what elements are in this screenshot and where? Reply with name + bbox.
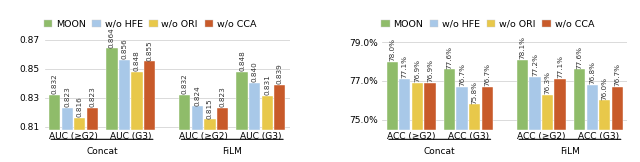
Bar bbox=[192, 106, 203, 130]
Text: 75.8%: 75.8% bbox=[472, 81, 477, 104]
Bar bbox=[412, 83, 423, 130]
Bar bbox=[144, 61, 155, 130]
Text: 76.7%: 76.7% bbox=[484, 63, 490, 86]
Text: 0.816: 0.816 bbox=[77, 96, 83, 117]
Text: 76.9%: 76.9% bbox=[414, 59, 420, 82]
Text: 76.3%: 76.3% bbox=[545, 71, 550, 94]
Text: 0.839: 0.839 bbox=[276, 63, 283, 84]
Bar bbox=[106, 48, 118, 130]
Text: FiLM: FiLM bbox=[560, 147, 580, 156]
Text: 0.832: 0.832 bbox=[52, 73, 58, 94]
Text: 0.864: 0.864 bbox=[109, 27, 115, 48]
Text: Concat: Concat bbox=[424, 147, 456, 156]
Text: FiLM: FiLM bbox=[222, 147, 242, 156]
Text: 0.840: 0.840 bbox=[252, 62, 258, 82]
Text: 77.2%: 77.2% bbox=[532, 53, 538, 76]
Text: 76.9%: 76.9% bbox=[427, 59, 433, 82]
Text: 78.0%: 78.0% bbox=[389, 38, 396, 61]
Bar bbox=[554, 79, 566, 130]
Bar bbox=[424, 83, 436, 130]
Text: 0.823: 0.823 bbox=[89, 86, 95, 107]
Bar bbox=[204, 119, 216, 130]
Bar bbox=[49, 95, 60, 130]
Text: 0.815: 0.815 bbox=[207, 98, 213, 119]
Bar bbox=[542, 95, 553, 130]
Bar bbox=[529, 77, 541, 130]
Bar bbox=[387, 62, 398, 130]
Bar bbox=[599, 100, 611, 130]
Text: 0.848: 0.848 bbox=[134, 50, 140, 71]
Text: 78.1%: 78.1% bbox=[520, 36, 525, 59]
Text: 77.1%: 77.1% bbox=[402, 55, 408, 78]
Bar bbox=[587, 85, 598, 130]
Bar bbox=[236, 72, 248, 130]
Text: 76.8%: 76.8% bbox=[589, 61, 595, 84]
Bar bbox=[74, 118, 85, 130]
Bar bbox=[612, 87, 623, 130]
Text: 0.823: 0.823 bbox=[220, 86, 225, 107]
Text: 0.856: 0.856 bbox=[122, 38, 127, 59]
Bar bbox=[86, 108, 98, 130]
Text: 76.7%: 76.7% bbox=[614, 63, 620, 86]
Bar bbox=[274, 85, 285, 130]
Bar bbox=[444, 69, 455, 130]
Bar bbox=[179, 95, 191, 130]
Bar bbox=[517, 60, 528, 130]
Bar bbox=[217, 108, 228, 130]
Text: 76.0%: 76.0% bbox=[602, 77, 608, 100]
Text: 77.6%: 77.6% bbox=[577, 46, 583, 69]
Bar bbox=[119, 60, 130, 130]
Text: 0.824: 0.824 bbox=[195, 85, 200, 106]
Text: 0.848: 0.848 bbox=[239, 50, 245, 71]
Text: 77.1%: 77.1% bbox=[557, 55, 563, 78]
Text: 76.7%: 76.7% bbox=[459, 63, 465, 86]
Legend: MOON, w/o HFE, w/o ORI, w/o CCA: MOON, w/o HFE, w/o ORI, w/o CCA bbox=[378, 16, 598, 32]
Bar bbox=[574, 69, 586, 130]
Bar bbox=[469, 104, 480, 130]
Bar bbox=[456, 87, 468, 130]
Bar bbox=[399, 79, 410, 130]
Text: 77.6%: 77.6% bbox=[447, 46, 452, 69]
Text: 0.832: 0.832 bbox=[182, 73, 188, 94]
Text: 0.855: 0.855 bbox=[147, 40, 152, 61]
Bar bbox=[262, 96, 273, 130]
Text: 0.823: 0.823 bbox=[64, 86, 70, 107]
Bar bbox=[131, 72, 143, 130]
Bar bbox=[61, 108, 73, 130]
Text: 0.831: 0.831 bbox=[264, 75, 270, 95]
Legend: MOON, w/o HFE, w/o ORI, w/o CCA: MOON, w/o HFE, w/o ORI, w/o CCA bbox=[40, 16, 260, 32]
Text: Concat: Concat bbox=[86, 147, 118, 156]
Bar bbox=[249, 83, 260, 130]
Bar bbox=[481, 87, 493, 130]
